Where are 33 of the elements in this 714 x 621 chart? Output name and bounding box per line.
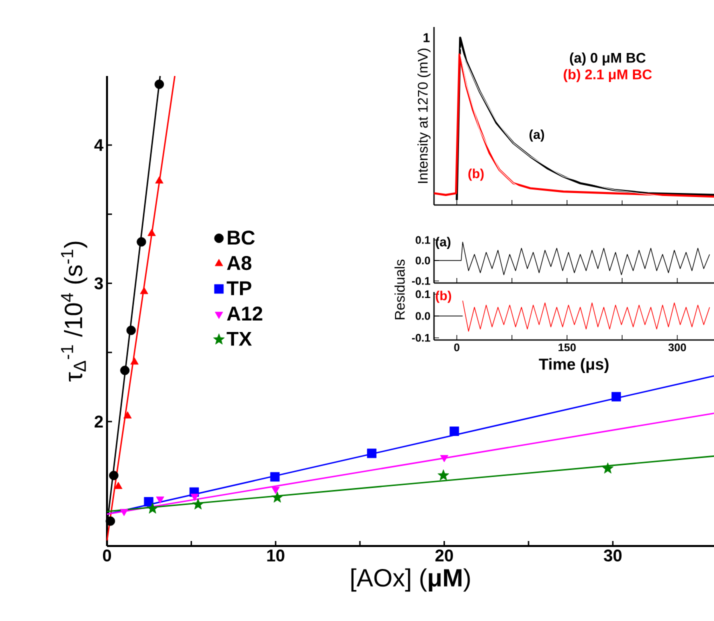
x-axis-title: [AOx] (μM) [351,568,470,592]
text: (b) 2.1 μM BC [564,69,652,82]
x-tick-label: 150 [558,344,576,352]
text: 1 [424,33,430,42]
x-tick-label: 300 [668,344,686,352]
annotation: (b) [468,168,484,181]
x-axis-title: Time (μs) [538,358,608,373]
text: (a) 0 μM BC [570,52,646,66]
legend-label: BC [228,230,255,245]
x-tick-label: 10 [267,550,284,562]
legend-label: A12 [227,306,262,320]
legend-label: A8 [227,256,252,270]
y-tick-label: 0.1 [416,236,430,244]
y-tick-label: 4 [94,139,104,151]
y-tick-label: -0.1 [412,334,430,342]
annotation: (a) [530,130,544,142]
y-tick-label: 0.1 [416,290,430,298]
y-tick-label: 3 [94,277,103,290]
legend-label: TX [226,332,252,346]
y-axis-title: Residuals [394,260,405,320]
x-tick-label: 0 [102,550,112,562]
y-tick-label: 2 [94,416,103,428]
x-tick-label: 20 [435,550,453,562]
x-tick-label: 30 [604,550,622,562]
y-tick-label: 0.0 [416,256,430,264]
y-axis-title: τ$_{Δ}$$^{-1}$ /10$^{4}$ (s$^{-1}$) [61,242,88,382]
y-axis-title: Intensity at 1270 (mV) [417,48,430,183]
y-tick-label: 0.0 [416,312,430,320]
annotation: (a) [436,236,450,250]
annotation: (b) [436,290,452,303]
x-tick-label: 0 [454,344,460,352]
y-tick-label: -0.1 [412,277,430,285]
legend-label: TP [226,281,252,296]
